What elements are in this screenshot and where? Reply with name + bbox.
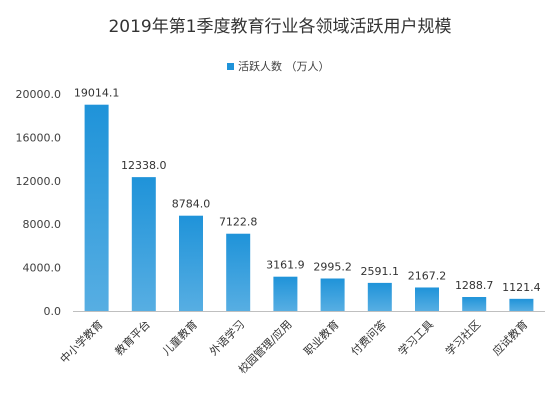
data-label: 8784.0 xyxy=(172,198,211,211)
bar xyxy=(367,282,392,311)
data-label: 2995.2 xyxy=(313,261,352,274)
data-label: 3161.9 xyxy=(266,259,305,272)
data-label: 1121.4 xyxy=(502,281,541,294)
bar xyxy=(226,233,251,311)
y-tick-label: 0.0 xyxy=(44,305,62,318)
y-tick-label: 4000.0 xyxy=(23,262,62,275)
category-label: 中小学教育 xyxy=(57,317,106,366)
data-label: 1288.7 xyxy=(455,279,494,292)
category-label: 外语学习 xyxy=(206,317,247,358)
data-label: 2591.1 xyxy=(361,265,400,278)
category-label: 付费问答 xyxy=(348,317,389,358)
bar xyxy=(509,298,534,311)
category-label: 职业教育 xyxy=(301,317,342,358)
value-labels: 19014.1 12338.0 8784.0 7122.8 3161.9 2995.2 25… xyxy=(74,87,541,294)
legend-swatch xyxy=(227,63,234,70)
data-label: 12338.0 xyxy=(121,159,167,172)
legend-label: 活跃人数 （万人） xyxy=(238,59,330,73)
category-label: 学习社区 xyxy=(442,317,483,358)
y-tick-label: 12000.0 xyxy=(16,175,62,188)
data-label: 19014.1 xyxy=(74,87,120,100)
y-axis: 0.0 4000.0 8000.0 12000.0 16000.0 20000.0 xyxy=(16,88,62,318)
category-label: 儿童教育 xyxy=(159,317,200,358)
y-tick-label: 8000.0 xyxy=(23,218,62,231)
bar xyxy=(179,215,203,311)
legend: 活跃人数 （万人） xyxy=(227,59,330,73)
bar xyxy=(415,287,439,311)
chart-title: 2019年第1季度教育行业各领域活跃用户规模 xyxy=(108,17,451,37)
category-label: 学习工具 xyxy=(395,317,436,358)
bar xyxy=(131,177,156,311)
data-label: 7122.8 xyxy=(219,216,258,229)
y-tick-label: 16000.0 xyxy=(16,131,62,144)
data-label: 2167.2 xyxy=(408,269,447,282)
bars xyxy=(84,104,534,311)
bar xyxy=(320,278,345,311)
bar xyxy=(273,276,298,311)
category-label: 教育平台 xyxy=(112,317,153,358)
category-label: 应试教育 xyxy=(490,317,531,358)
bar xyxy=(84,104,109,311)
y-tick-label: 20000.0 xyxy=(16,88,62,101)
bar xyxy=(462,297,487,311)
